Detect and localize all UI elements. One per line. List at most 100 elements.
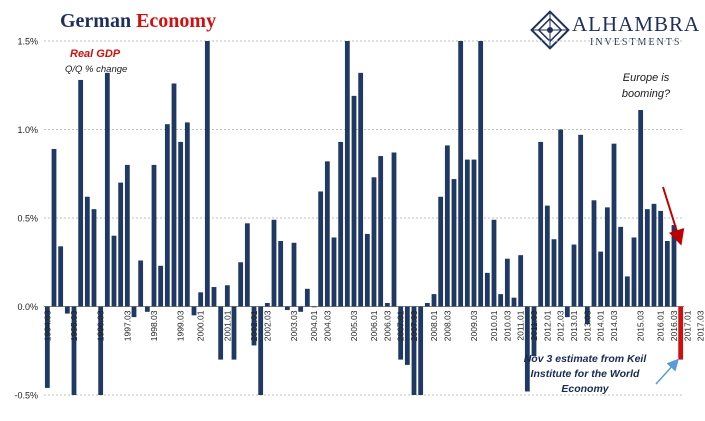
- gdp-bar: [51, 148, 57, 307]
- gdp-bar: [404, 306, 410, 365]
- gdp-bar: [671, 225, 677, 307]
- x-tick-label: 2014.01: [596, 310, 606, 341]
- gdp-bar: [324, 161, 330, 307]
- estimate-annotation: Nov 3 estimate from Keil Institute for t…: [520, 352, 650, 397]
- gdp-bar: [224, 285, 230, 307]
- estimate-line-3: Economy: [561, 383, 609, 395]
- gdp-bar: [91, 209, 97, 307]
- gdp-bar: [604, 207, 610, 307]
- x-tick-label: 2013.01: [569, 310, 579, 341]
- gdp-bar: [584, 306, 590, 325]
- gdp-bar: [431, 294, 437, 307]
- x-tick-label: 2012.03: [556, 310, 566, 341]
- gdp-bar: [78, 79, 84, 307]
- gdp-bar: [304, 288, 310, 307]
- logo-subtitle: INVESTMENTS: [590, 37, 682, 48]
- gdp-bar: [284, 306, 290, 311]
- x-tick-label: 2002.01: [249, 310, 259, 341]
- red-arrow-icon: [662, 186, 685, 246]
- x-tick-label: 1997.03: [122, 310, 132, 341]
- gdp-bar: [524, 306, 530, 392]
- chart-title-part1: German: [60, 10, 132, 32]
- gdp-bar: [358, 72, 364, 307]
- x-tick-label: 1998.03: [149, 310, 159, 341]
- gdp-bar: [498, 294, 504, 307]
- real-gdp-label: Real GDP: [70, 48, 121, 60]
- gdp-bar: [444, 145, 450, 307]
- gdp-bar: [271, 219, 277, 307]
- gdp-bar: [484, 272, 490, 307]
- gdp-bar: [631, 237, 637, 307]
- gdp-bar: [331, 237, 337, 307]
- gdp-bar: [118, 182, 124, 307]
- x-tick-label: 2009.03: [469, 310, 479, 341]
- gdp-bar: [278, 241, 284, 307]
- gdp-bar: [204, 41, 210, 307]
- x-tick-label: 2004.03: [322, 310, 332, 341]
- gdp-bar: [291, 242, 297, 307]
- gdp-bar: [158, 265, 164, 307]
- gdp-bar: [164, 124, 170, 307]
- gdp-bar: [264, 302, 270, 307]
- x-tick-label: 2011.01: [516, 310, 526, 340]
- y-tick-label: -0.5%: [14, 391, 38, 401]
- x-tick-label: 2013.03: [582, 310, 592, 341]
- gdp-bar: [171, 83, 177, 307]
- gdp-bar: [418, 306, 424, 395]
- gdp-bar: [98, 306, 104, 395]
- x-axis-tick-labels: 1994.03 1995.03 1996.03 1997.03 1998.03 1999.…: [42, 310, 705, 341]
- x-tick-label: 2008.03: [442, 310, 452, 341]
- gdp-bar: [184, 122, 190, 307]
- gdp-bar: [638, 110, 644, 307]
- x-tick-label: 2014.03: [609, 310, 619, 341]
- gdp-bar: [84, 196, 90, 307]
- x-tick-label: 1994.03: [42, 310, 52, 341]
- gdp-bar: [198, 292, 204, 307]
- gdp-bar: [538, 141, 544, 307]
- europe-booming-annotation: Europe is booming?: [606, 70, 686, 102]
- europe-line-1: Europe is: [622, 72, 670, 84]
- bar-series: [44, 41, 684, 395]
- gdp-bar: [624, 276, 630, 307]
- x-tick-label: 1999.03: [176, 310, 186, 341]
- gdp-bar: [391, 152, 397, 307]
- logo-name: ALHAMBRA: [572, 12, 701, 36]
- gdp-bar: [591, 200, 597, 307]
- x-tick-label: 2010.03: [502, 310, 512, 341]
- gdp-bar: [411, 306, 417, 395]
- gdp-bar: [244, 223, 250, 307]
- y-tick-label: 1.5%: [17, 37, 38, 47]
- gdp-bar: [298, 306, 304, 312]
- gdp-bar: [504, 258, 510, 307]
- gdp-bar: [378, 156, 384, 307]
- x-tick-label: 2007.03: [409, 310, 419, 341]
- gdp-bar: [458, 41, 464, 307]
- gdp-bar: [651, 203, 657, 307]
- blue-arrow-icon: [655, 358, 680, 385]
- gdp-bar: [384, 302, 390, 307]
- gdp-bar: [238, 262, 244, 307]
- gdp-bar: [318, 191, 324, 307]
- gdp-bar: [611, 143, 617, 307]
- gdp-bar: [71, 306, 77, 395]
- gdp-bar: [478, 41, 484, 307]
- gdp-bar: [231, 306, 237, 360]
- gdp-bar: [464, 159, 470, 307]
- x-tick-label: 2015.03: [636, 310, 646, 341]
- gdp-bar: [338, 141, 344, 307]
- gdp-bar: [471, 159, 477, 307]
- gdp-bar: [598, 251, 604, 307]
- estimate-line-1: Nov 3 estimate from Keil: [523, 353, 647, 365]
- gdp-bar: [571, 244, 577, 307]
- gdp-bar: [211, 287, 217, 307]
- x-tick-label: 2017.03: [696, 310, 705, 341]
- gdp-bar: [111, 235, 117, 307]
- gdp-bar: [518, 255, 524, 307]
- gdp-bar: [151, 164, 157, 307]
- gdp-bar: [311, 306, 317, 308]
- x-tick-label: 2000.01: [196, 310, 206, 341]
- gdp-bar: [344, 41, 350, 307]
- gdp-bar: [491, 219, 497, 307]
- x-tick-label: 2010.01: [489, 310, 499, 341]
